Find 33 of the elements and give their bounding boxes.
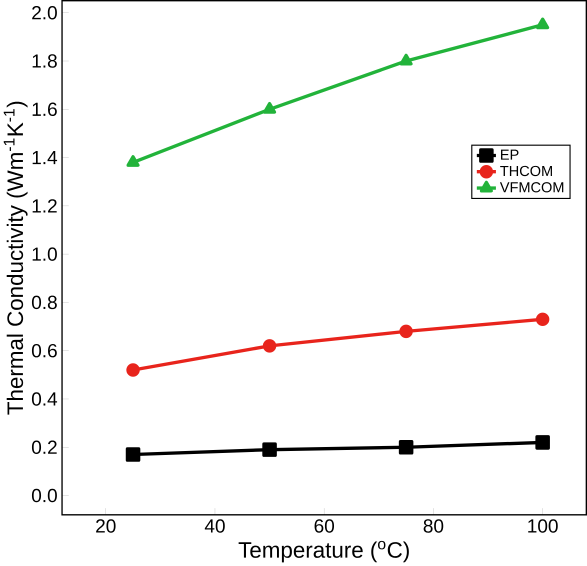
legend-label: VFMCOM — [500, 182, 564, 192]
y-tick-label: 0.2 — [32, 440, 57, 454]
legend-label: THCOM — [500, 166, 552, 176]
y-tick-label: 1.4 — [32, 151, 58, 164]
point — [262, 442, 277, 457]
y-tick-label: 0.4 — [32, 392, 58, 406]
point — [535, 435, 550, 450]
y-tick-label: 0.6 — [32, 344, 57, 358]
point — [263, 102, 276, 114]
point — [400, 54, 413, 66]
point — [536, 18, 550, 30]
point — [399, 324, 413, 338]
x-tick-label: 20 — [96, 519, 116, 533]
x-tick-label: 60 — [314, 519, 334, 533]
y-tick-label: 2.0 — [32, 6, 57, 20]
y-axis-title: Thermal Conductivity (Wm$^{-1}$K$^{-1}$) — [4, 102, 28, 415]
y-tick-label: 1.0 — [32, 247, 57, 261]
point — [536, 312, 550, 326]
point — [126, 363, 140, 377]
y-tick-label: 1.2 — [32, 199, 57, 212]
y-tick-label: 1.6 — [32, 102, 57, 116]
y-tick-label: 1.8 — [32, 54, 57, 68]
y-tick-label: 0.0 — [32, 488, 57, 502]
point — [262, 339, 276, 353]
x-axis-title: Temperature ($^{o}$C) — [238, 540, 409, 562]
point — [126, 155, 140, 167]
legend-label: EP — [501, 150, 518, 160]
x-tick-label: 40 — [204, 519, 225, 533]
y-tick-label: 0.8 — [32, 296, 57, 310]
x-tick-label: 100 — [528, 519, 558, 533]
point — [398, 440, 414, 455]
point — [126, 447, 140, 462]
x-tick-label: 80 — [424, 519, 444, 533]
